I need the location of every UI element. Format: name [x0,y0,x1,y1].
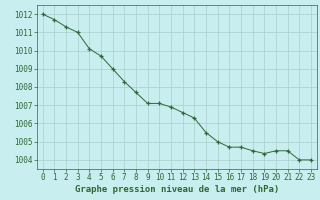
X-axis label: Graphe pression niveau de la mer (hPa): Graphe pression niveau de la mer (hPa) [75,185,279,194]
